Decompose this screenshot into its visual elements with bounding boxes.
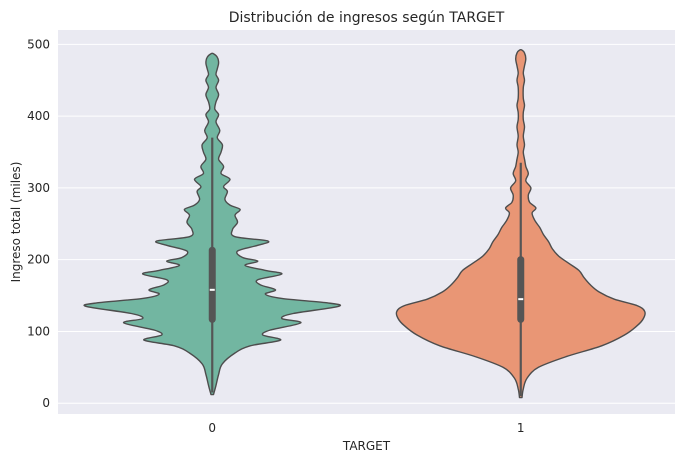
y-tick-label: 300: [27, 181, 50, 195]
y-tick-label: 400: [27, 109, 50, 123]
y-tick-label: 500: [27, 37, 50, 51]
y-tick-label: 200: [27, 253, 50, 267]
y-axis-ticks: 0 100 200 300 400 500: [27, 37, 50, 410]
x-tick-label: 1: [517, 421, 525, 435]
violins: [83, 49, 646, 399]
y-tick-label: 0: [42, 396, 50, 410]
iqr-box-0: [208, 246, 216, 323]
iqr-box-1: [517, 256, 525, 323]
y-axis-label: Ingreso total (miles): [9, 162, 23, 283]
x-axis-label: TARGET: [342, 439, 391, 453]
plot-background: [58, 30, 675, 414]
x-tick-label: 0: [208, 421, 216, 435]
chart-title: Distribución de ingresos según TARGET: [229, 10, 505, 26]
y-tick-label: 100: [27, 324, 50, 338]
